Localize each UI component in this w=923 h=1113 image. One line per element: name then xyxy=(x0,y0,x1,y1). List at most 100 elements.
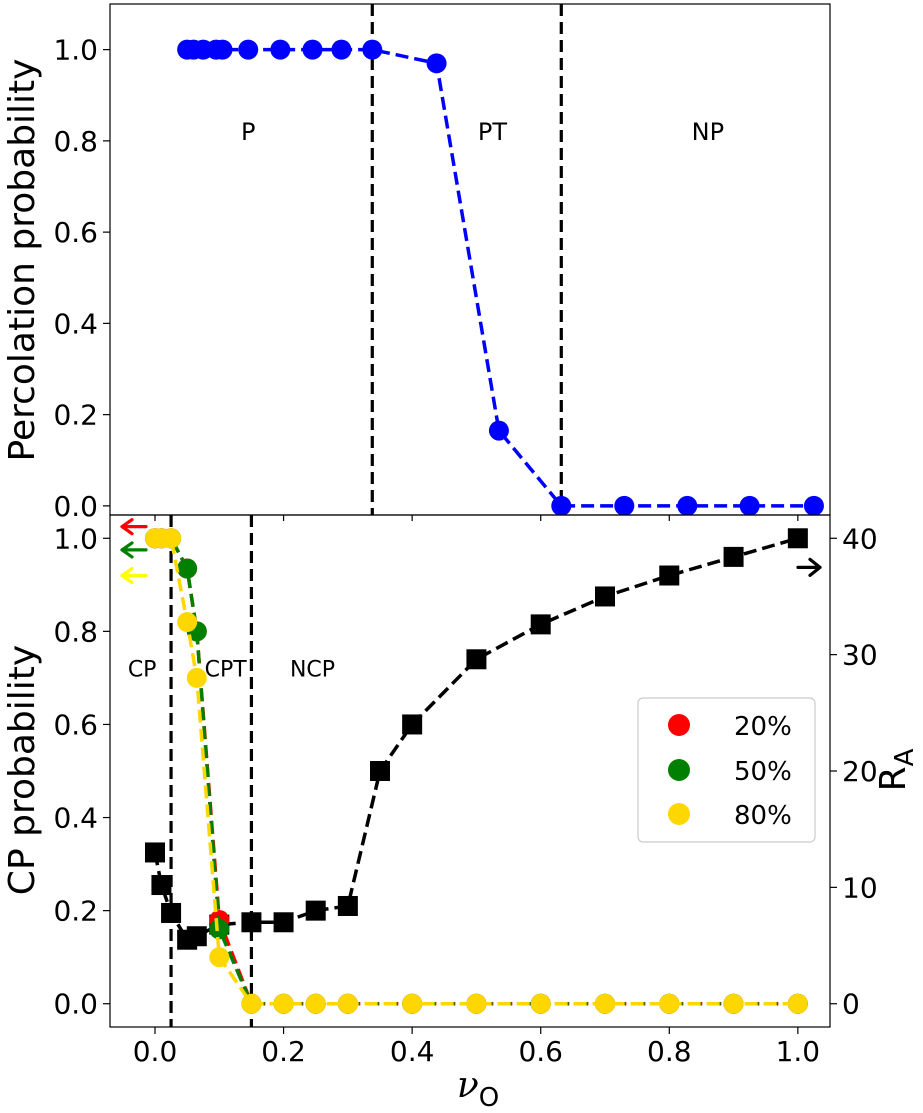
top-y-ticks: 0.0 0.2 0.4 0.6 0.8 1.0 xyxy=(53,34,110,523)
bottom-panel: 0.0 0.2 0.4 0.6 0.8 1.0 0 10 20 30 40 0.0 0.2 0.4 0.… xyxy=(2,514,920,1113)
percolation-data-point xyxy=(739,495,760,515)
right-y-tick-label: 30 xyxy=(842,639,878,672)
bottom-y-tick-label: 1.0 xyxy=(53,522,98,555)
ra-data-point xyxy=(241,912,262,933)
cp-80-data-point xyxy=(177,612,198,633)
cp-80-data-point xyxy=(305,993,326,1014)
top-y-tick-label: 0.0 xyxy=(53,490,98,523)
x-tick-label: 0.4 xyxy=(390,1035,435,1068)
left-axis-arrow xyxy=(120,541,148,559)
bottom-y-tick-label: 0.4 xyxy=(53,802,98,835)
right-y-tick-label: 0 xyxy=(842,988,860,1021)
bottom-region-label: CP xyxy=(128,658,157,683)
ra-data-point xyxy=(273,912,294,933)
legend: 20% 50% 80% xyxy=(637,697,816,843)
bottom-x-ticks: 0.0 0.2 0.4 0.6 0.8 1.0 xyxy=(133,1027,820,1068)
ra-data-point xyxy=(305,900,326,921)
x-tick-label: 1.0 xyxy=(776,1035,821,1068)
bottom-y-axis-label: CP probability xyxy=(2,645,43,895)
x-tick-label: 0.0 xyxy=(133,1035,178,1068)
top-y-tick-label: 0.4 xyxy=(53,307,98,340)
top-y-tick-label: 0.2 xyxy=(53,399,98,432)
top-phase-boundaries xyxy=(370,4,563,515)
x-tick-label: 0.8 xyxy=(647,1035,692,1068)
cp-80-data-point xyxy=(161,528,182,549)
top-y-tick-label: 0.6 xyxy=(53,216,98,249)
ra-data-point xyxy=(595,586,615,607)
percolation-data-point xyxy=(614,495,635,515)
bottom-series-layer xyxy=(145,528,808,1014)
ra-data-point xyxy=(161,902,182,923)
cp-50-data-point xyxy=(177,558,198,579)
cp-80-data-point xyxy=(241,993,262,1014)
cp-50-data-point xyxy=(209,919,230,940)
bottom-y-ticks: 0.0 0.2 0.4 0.6 0.8 1.0 xyxy=(53,522,110,1021)
top-y-axis-label: Percolation probability xyxy=(2,59,43,462)
legend-marker-20 xyxy=(668,714,690,736)
percolation-data-point xyxy=(362,39,383,60)
right-axis-arrow xyxy=(796,557,822,577)
percolation-data-point xyxy=(238,39,259,60)
legend-marker-80 xyxy=(668,803,690,825)
ra-data-point xyxy=(370,761,390,781)
percolation-data-point xyxy=(803,495,824,515)
percolation-data-point xyxy=(302,39,323,60)
ra-data-point xyxy=(402,714,423,735)
left-axis-arrow xyxy=(120,518,148,536)
cp-80-data-point xyxy=(186,667,207,688)
bottom-region-label: CPT xyxy=(205,658,248,683)
left-axis-arrow xyxy=(120,566,148,585)
top-region-label: PT xyxy=(478,118,507,146)
bottom-phase-boundaries xyxy=(169,515,254,1027)
percolation-data-point xyxy=(677,495,698,515)
top-panel: 0.0 0.2 0.4 0.6 0.8 1.0 P PT NP Percolation pro… xyxy=(2,3,831,523)
cp-80-data-point xyxy=(402,993,423,1014)
cp-80-data-point xyxy=(273,993,294,1014)
cp-80-data-point xyxy=(209,947,230,968)
right-y-label-main: R xyxy=(873,766,914,791)
cp-80-data-point xyxy=(337,993,358,1014)
bottom-y-tick-label: 0.0 xyxy=(53,988,98,1021)
top-region-labels: P PT NP xyxy=(241,118,724,146)
x-label-main: ν xyxy=(457,1065,479,1106)
bottom-right-y-axis-label: RA xyxy=(873,748,920,791)
ra-data-point xyxy=(151,875,172,896)
cp-80-data-point xyxy=(723,993,744,1014)
legend-label-50: 50% xyxy=(734,757,792,787)
cp-80-data-point xyxy=(466,993,487,1014)
cp-80-data-point xyxy=(595,993,615,1014)
legend-label-20: 20% xyxy=(734,712,792,742)
x-axis-label: νO xyxy=(457,1065,499,1113)
bottom-y-tick-label: 0.2 xyxy=(53,895,98,928)
percolation-data-point xyxy=(488,420,509,441)
ra-data-point xyxy=(145,842,165,863)
bottom-y-tick-label: 0.6 xyxy=(53,708,98,741)
percolation-data-point xyxy=(270,39,291,60)
right-y-tick-label: 40 xyxy=(842,522,878,555)
ra-data-point xyxy=(466,649,487,670)
x-label-sub: O xyxy=(479,1083,499,1113)
top-region-label: NP xyxy=(692,118,724,146)
bottom-region-labels: CP CPT NCP xyxy=(128,658,335,683)
top-region-label: P xyxy=(241,118,255,146)
bottom-axis-arrows xyxy=(120,518,822,585)
percolation-data-point xyxy=(426,53,447,74)
ra-data-point xyxy=(186,926,207,947)
ra-data-point xyxy=(337,895,358,916)
ra-data-point xyxy=(787,528,808,549)
bottom-y-tick-label: 0.8 xyxy=(53,615,98,648)
cp-80-data-point xyxy=(659,993,680,1014)
cp-80-data-point xyxy=(787,993,808,1014)
percolation-data-point xyxy=(212,39,233,60)
right-y-label-sub: A xyxy=(890,748,920,766)
cp-80-data-point xyxy=(530,993,551,1014)
top-x-ticks xyxy=(154,515,799,521)
x-tick-label: 0.6 xyxy=(518,1035,563,1068)
legend-marker-50 xyxy=(668,759,690,781)
right-y-tick-label: 20 xyxy=(842,755,878,788)
percolation-data-point xyxy=(331,39,352,60)
right-y-tick-label: 10 xyxy=(842,871,878,904)
top-series-layer xyxy=(177,39,824,515)
bottom-region-label: NCP xyxy=(290,658,335,683)
